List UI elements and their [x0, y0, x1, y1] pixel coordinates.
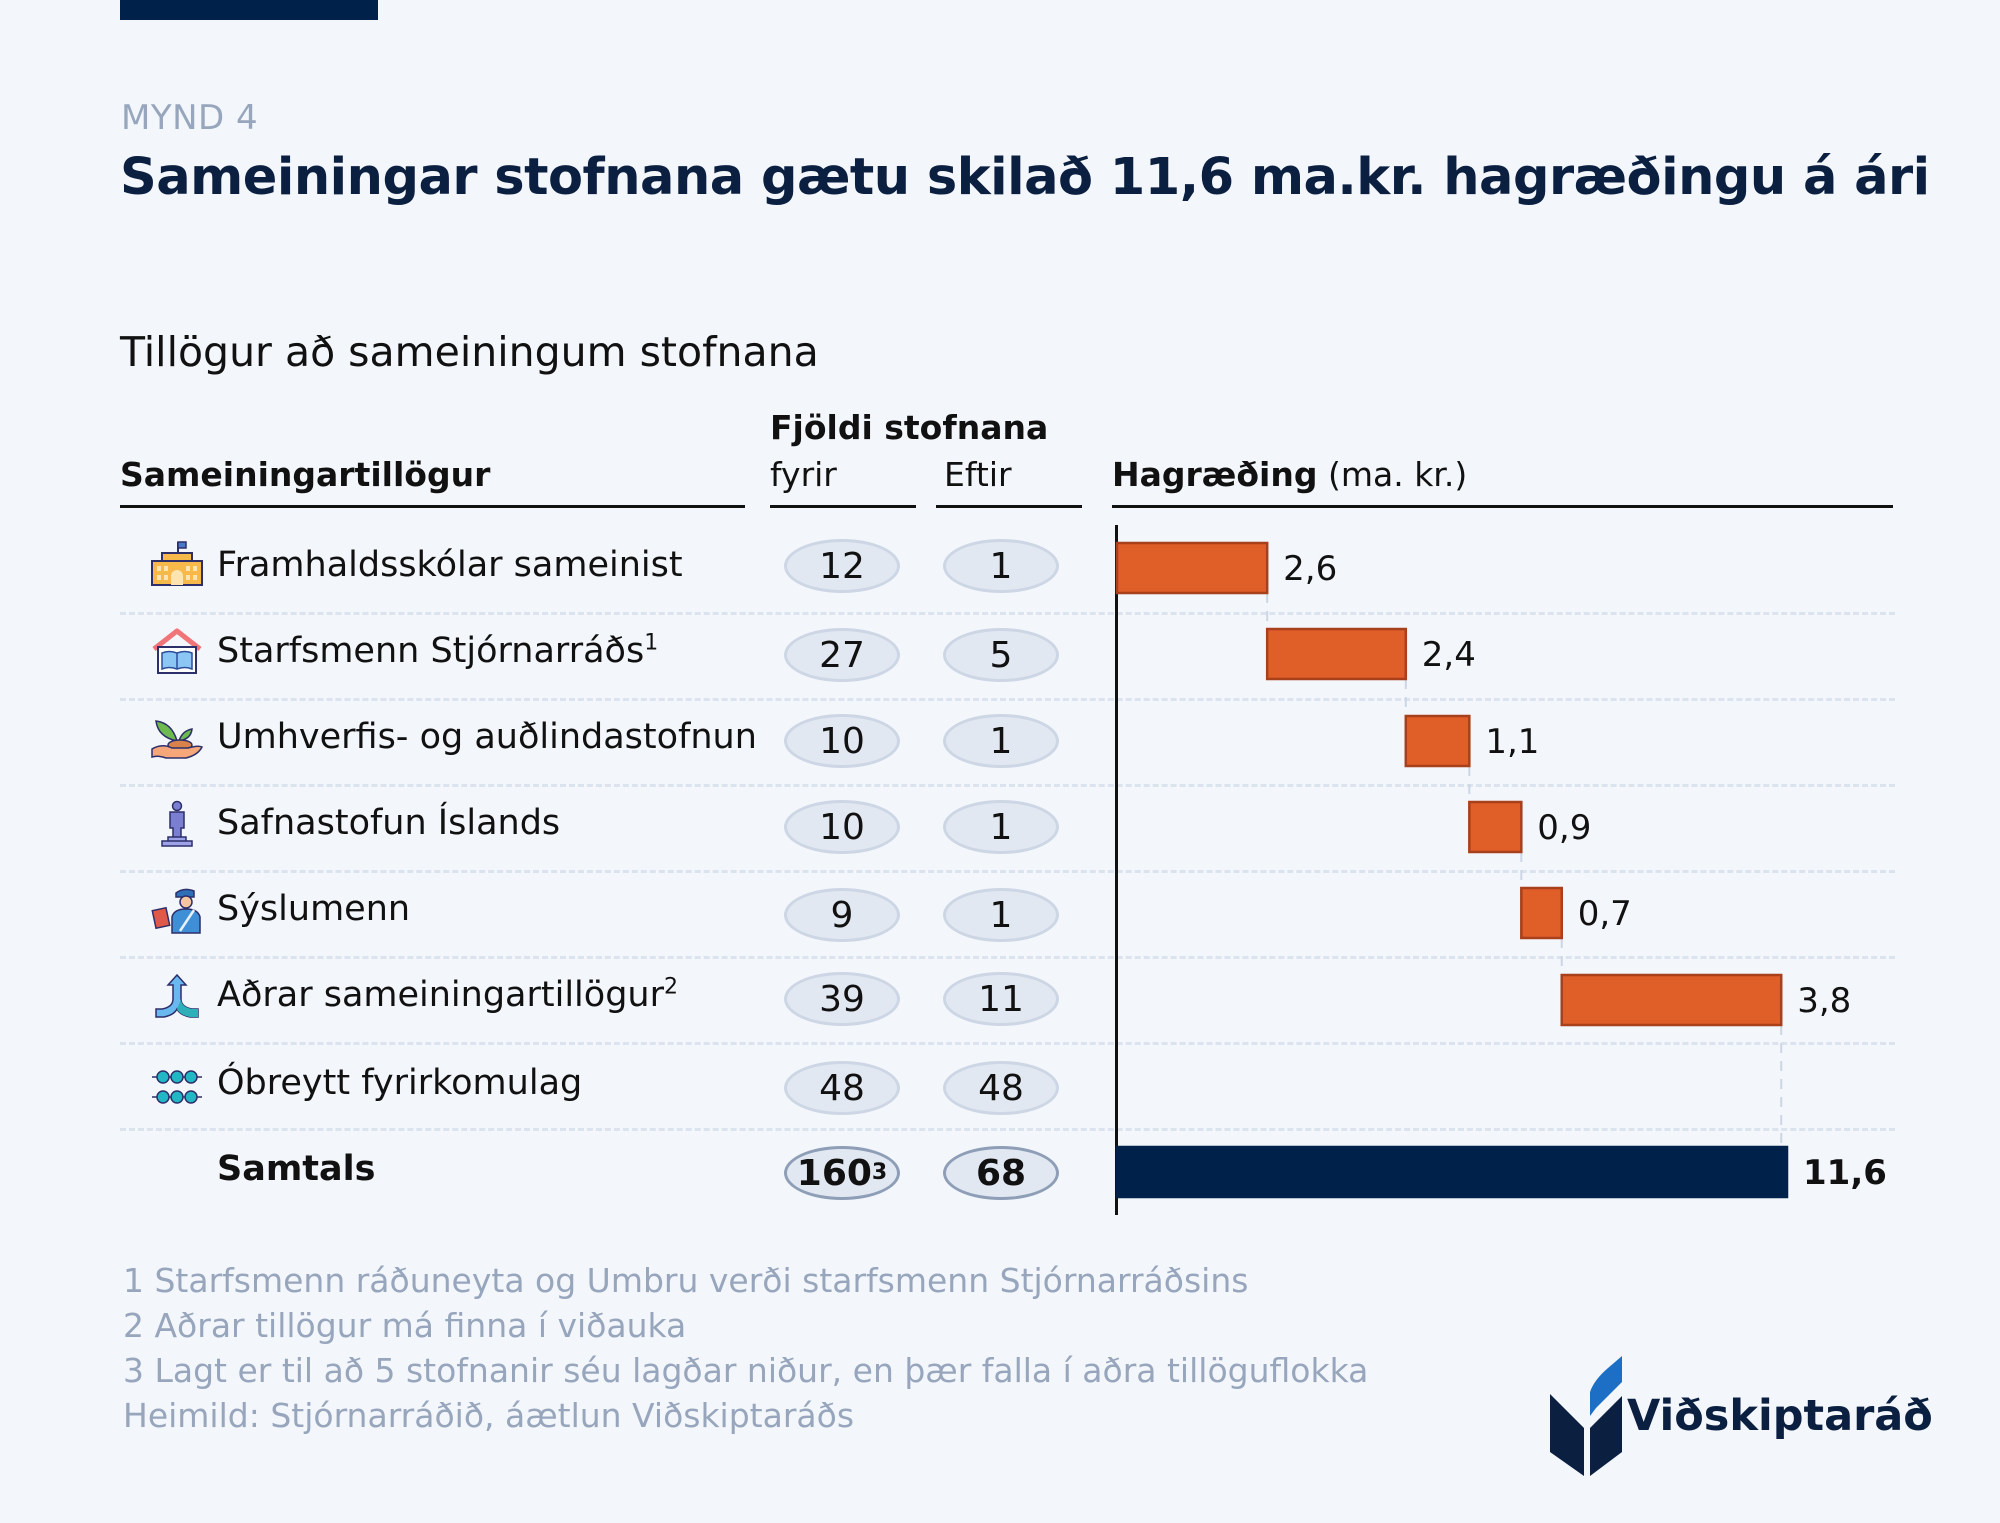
- savings-bar: [1115, 541, 1269, 595]
- row-divider: [120, 870, 1895, 873]
- savings-bar: [1520, 886, 1563, 940]
- row-label: Sýslumenn: [217, 889, 411, 929]
- before-count-pill: 27: [784, 628, 900, 682]
- after-count-pill: 1: [943, 888, 1059, 942]
- row-divider: [120, 612, 1895, 615]
- before-count-pill: 10: [784, 714, 900, 768]
- header-rule-savings: [1112, 505, 1893, 508]
- after-count-pill: 1: [943, 539, 1059, 593]
- after-count-pill: 1: [943, 800, 1059, 854]
- before-count-pill: 10: [784, 800, 900, 854]
- row-label: Framhaldsskólar sameinist: [217, 545, 683, 585]
- header-after: Eftir: [944, 455, 1012, 494]
- statue-icon: [161, 800, 193, 847]
- after-count-pill: 1: [943, 714, 1059, 768]
- chart-title: Sameiningar stofnana gætu skilað 11,6 ma…: [120, 148, 1930, 207]
- value-label: 0,9: [1537, 808, 1591, 848]
- after-count-pill: 5: [943, 628, 1059, 682]
- total-value-label: 11,6: [1803, 1153, 1887, 1193]
- header-savings-label: Hagræðing: [1112, 455, 1318, 494]
- after-count-pill: 48: [943, 1061, 1059, 1115]
- row-divider: [120, 956, 1895, 959]
- dots-network-icon: [152, 1070, 202, 1104]
- savings-bar: [1404, 714, 1471, 768]
- footnote-3: 3 Lagt er til að 5 stofnanir séu lagðar …: [123, 1351, 1369, 1390]
- total-label: Samtals: [217, 1149, 376, 1189]
- header-rule-proposals: [120, 505, 745, 508]
- row-label: Óbreytt fyrirkomulag: [217, 1063, 583, 1103]
- officer-icon: [151, 888, 201, 934]
- header-count-group: Fjöldi stofnana: [770, 408, 1049, 447]
- before-count-pill: 48: [784, 1061, 900, 1115]
- header-savings-unit: (ma. kr.): [1327, 455, 1468, 494]
- value-label: 0,7: [1578, 894, 1632, 934]
- row-divider: [120, 1128, 1895, 1131]
- top-accent-bar: [120, 0, 378, 20]
- figure-label: MYND 4: [121, 98, 259, 138]
- before-count-pill: 39: [784, 972, 900, 1026]
- savings-bar: [1560, 973, 1783, 1027]
- value-label: 3,8: [1797, 981, 1851, 1021]
- footnote-2: 2 Aðrar tillögur má finna í viðauka: [123, 1306, 687, 1345]
- value-label: 1,1: [1485, 722, 1539, 762]
- value-label: 2,6: [1283, 549, 1337, 589]
- header-proposals: Sameiningartillögur: [120, 455, 491, 494]
- row-label: Aðrar sameiningartillögur2: [217, 974, 678, 1015]
- house-book-icon: [152, 628, 202, 674]
- vidskiptarad-logo-icon: [1550, 1356, 1622, 1476]
- row-divider: [120, 1042, 1895, 1045]
- savings-bar: [1468, 800, 1523, 854]
- footnote-1: 1 Starfsmenn ráðuneyta og Umbru verði st…: [123, 1261, 1249, 1300]
- total-bar: [1115, 1145, 1789, 1199]
- total-before-pill: 160 3: [784, 1146, 900, 1200]
- value-label: 2,4: [1422, 635, 1476, 675]
- after-count-pill: 11: [943, 972, 1059, 1026]
- total-after-pill: 68: [943, 1146, 1059, 1200]
- school-building-icon: [151, 541, 203, 586]
- chart-axis-line: [1115, 525, 1118, 1215]
- row-label: Starfsmenn Stjórnarráðs1: [217, 630, 659, 671]
- before-count-pill: 9: [784, 888, 900, 942]
- row-label: Safnastofun Íslands: [217, 803, 561, 843]
- savings-bar: [1265, 627, 1408, 681]
- header-savings: Hagræðing (ma. kr.): [1112, 455, 1467, 494]
- merge-arrow-icon: [155, 973, 199, 1018]
- source-note: Heimild: Stjórnarráðið, áætlun Viðskipta…: [123, 1396, 855, 1435]
- before-count-pill: 12: [784, 539, 900, 593]
- header-before: fyrir: [770, 455, 837, 494]
- row-label: Umhverfis- og auðlindastofnun: [217, 717, 757, 757]
- hand-plant-icon: [151, 720, 204, 759]
- vidskiptarad-logo-text: Viðskiptaráð: [1627, 1391, 1933, 1441]
- chart-subtitle: Tillögur að sameiningum stofnana: [120, 328, 819, 376]
- row-divider: [120, 784, 1895, 787]
- header-rule-after: [936, 505, 1082, 508]
- header-rule-before: [770, 505, 916, 508]
- row-divider: [120, 698, 1895, 701]
